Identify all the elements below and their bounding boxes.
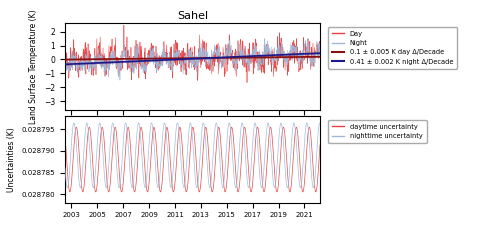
Y-axis label: Land Surface Temperature (K): Land Surface Temperature (K): [30, 9, 38, 124]
Legend: Day, Night, 0.1 ± 0.005 K day Δ/Decade, 0.41 ± 0.002 K night Δ/Decade: Day, Night, 0.1 ± 0.005 K day Δ/Decade, …: [328, 27, 458, 69]
Title: Sahel: Sahel: [177, 11, 208, 21]
Y-axis label: Uncertainties (K): Uncertainties (K): [7, 127, 16, 192]
Legend: daytime uncertainty, nighttime uncertainty: daytime uncertainty, nighttime uncertain…: [328, 120, 426, 143]
